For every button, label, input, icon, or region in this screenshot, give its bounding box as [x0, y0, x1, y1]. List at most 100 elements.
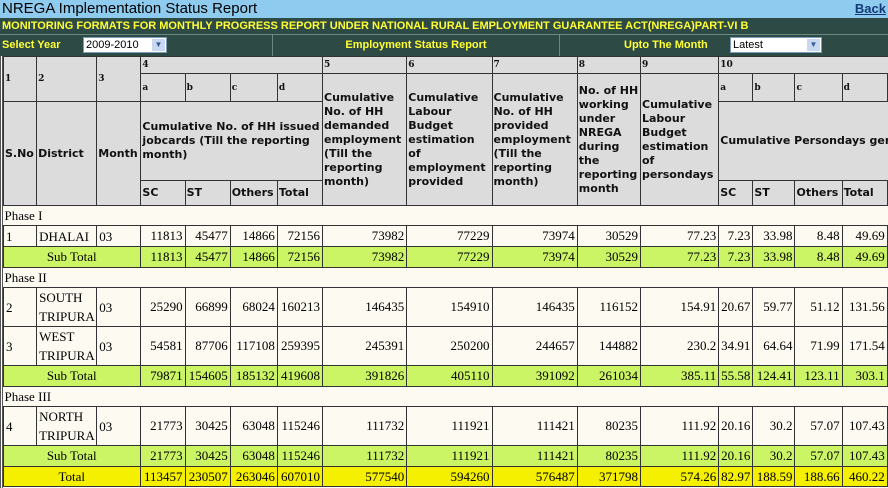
phase-row: Phase II — [3, 267, 888, 288]
value-cell: 66899 — [184, 287, 231, 327]
value-cell: 111.92 — [639, 445, 720, 467]
value-cell: 49.69 — [841, 246, 888, 268]
value-cell: 263046 — [229, 466, 278, 487]
subheader: ST — [752, 180, 796, 206]
value-cell: 73982 — [321, 225, 408, 247]
sub-letter: b — [752, 73, 796, 102]
value-cell: 117108 — [229, 326, 278, 366]
header-hh-working: No. of HH working under NREGA during the… — [576, 73, 642, 206]
value-cell: 72156 — [276, 225, 324, 247]
value-cell: 245391 — [321, 326, 408, 366]
value-cell: 20.16 — [718, 406, 754, 446]
sub-letter: c — [794, 73, 843, 102]
sno-cell: 4 — [3, 406, 38, 446]
year-select[interactable]: 2009-2010 ▼ — [83, 37, 167, 53]
value-cell: 577540 — [321, 466, 408, 487]
value-cell: 21773 — [140, 406, 186, 446]
value-cell: 77.23 — [639, 225, 720, 247]
value-cell: 116152 — [576, 287, 642, 327]
value-cell: 30425 — [184, 406, 231, 446]
value-cell: 11813 — [140, 225, 186, 247]
value-cell: 80235 — [576, 445, 642, 467]
report-name: Employment Status Report — [273, 35, 560, 56]
value-cell: 73982 — [321, 246, 408, 268]
value-cell: 111921 — [406, 406, 493, 446]
value-cell: 385.11 — [639, 365, 720, 387]
value-cell: 79871 — [140, 365, 186, 387]
value-cell: 111921 — [406, 445, 493, 467]
value-cell: 111.92 — [639, 406, 720, 446]
value-cell: 160213 — [276, 287, 324, 327]
chevron-down-icon: ▼ — [152, 39, 165, 51]
subtotal-row: Sub Total 79871 154605 185132 419608 391826 40… — [3, 365, 888, 387]
value-cell: 154910 — [406, 287, 493, 327]
table-row: 1 DHALAI 03 11813 45477 14866 72156 73982 77229 7… — [3, 225, 888, 247]
sub-letter: b — [184, 73, 231, 102]
phase-row: Phase I — [3, 205, 888, 226]
value-cell: 259395 — [276, 326, 324, 366]
value-cell: 25290 — [140, 287, 186, 327]
subheader: Total — [841, 180, 888, 206]
value-cell: 34.91 — [718, 326, 754, 366]
value-cell: 57.07 — [794, 445, 843, 467]
value-cell: 111732 — [321, 445, 408, 467]
value-cell: 419608 — [276, 365, 324, 387]
header-sno: S.No — [3, 101, 38, 206]
value-cell: 123.11 — [794, 365, 843, 387]
value-cell: 230.2 — [639, 326, 720, 366]
table-row: 2 SOUTH TRIPURA 03 25290 66899 68024 160213 146… — [3, 287, 888, 327]
total-label: Total — [3, 466, 142, 487]
subheader: SC — [140, 180, 186, 206]
sub-letter: a — [718, 73, 754, 102]
phase-label: Phase III — [3, 386, 888, 407]
value-cell: 68024 — [229, 287, 278, 327]
month-select-value: Latest — [733, 39, 763, 51]
month-cell: 03 — [96, 287, 142, 327]
value-cell: 391826 — [321, 365, 408, 387]
header-hh-demanded: Cumulative No. of HH demanded employment… — [321, 73, 408, 206]
value-cell: 55.58 — [718, 365, 754, 387]
value-cell: 11813 — [140, 246, 186, 268]
subtotal-row: Sub Total 11813 45477 14866 72156 73982 77229 7… — [3, 246, 888, 268]
value-cell: 33.98 — [752, 246, 796, 268]
back-link[interactable]: Back — [854, 1, 886, 16]
subheader: Total — [276, 180, 324, 206]
table-row: 4 NORTH TRIPURA 03 21773 30425 63048 115246 111… — [3, 406, 888, 446]
value-cell: 45477 — [184, 225, 231, 247]
year-select-value: 2009-2010 — [86, 39, 139, 51]
sub-letter: c — [229, 73, 278, 102]
value-cell: 30.2 — [752, 445, 796, 467]
select-year-label: Select Year — [2, 39, 61, 51]
col-number: 5 — [321, 56, 408, 74]
subtotal-label: Sub Total — [3, 365, 142, 387]
value-cell: 576487 — [491, 466, 578, 487]
subheader: ST — [184, 180, 231, 206]
title-bar: NREGA Implementation Status Report Back — [0, 0, 888, 18]
value-cell: 51.12 — [794, 287, 843, 327]
value-cell: 115246 — [276, 445, 324, 467]
value-cell: 87706 — [184, 326, 231, 366]
value-cell: 188.66 — [794, 466, 843, 487]
col-number: 4 — [140, 56, 323, 74]
col-number: 1 — [3, 56, 38, 102]
value-cell: 111732 — [321, 406, 408, 446]
value-cell: 8.48 — [794, 225, 843, 247]
year-filter: Select Year 2009-2010 ▼ — [0, 35, 273, 56]
value-cell: 63048 — [229, 406, 278, 446]
month-filter: Upto The Month Latest ▼ — [560, 35, 888, 56]
month-select[interactable]: Latest ▼ — [730, 37, 822, 53]
value-cell: 21773 — [140, 445, 186, 467]
value-cell: 146435 — [491, 287, 578, 327]
value-cell: 14866 — [229, 246, 278, 268]
value-cell: 391092 — [491, 365, 578, 387]
value-cell: 171.54 — [841, 326, 888, 366]
subtotal-label: Sub Total — [3, 445, 142, 467]
sub-letter: a — [140, 73, 186, 102]
page-title: NREGA Implementation Status Report — [2, 0, 258, 17]
sno-cell: 2 — [3, 287, 38, 327]
value-cell: 80235 — [576, 406, 642, 446]
subheader: Others — [794, 180, 843, 206]
header-district: District — [36, 101, 98, 206]
sub-letter: d — [841, 73, 888, 102]
sno-cell: 1 — [3, 225, 38, 247]
